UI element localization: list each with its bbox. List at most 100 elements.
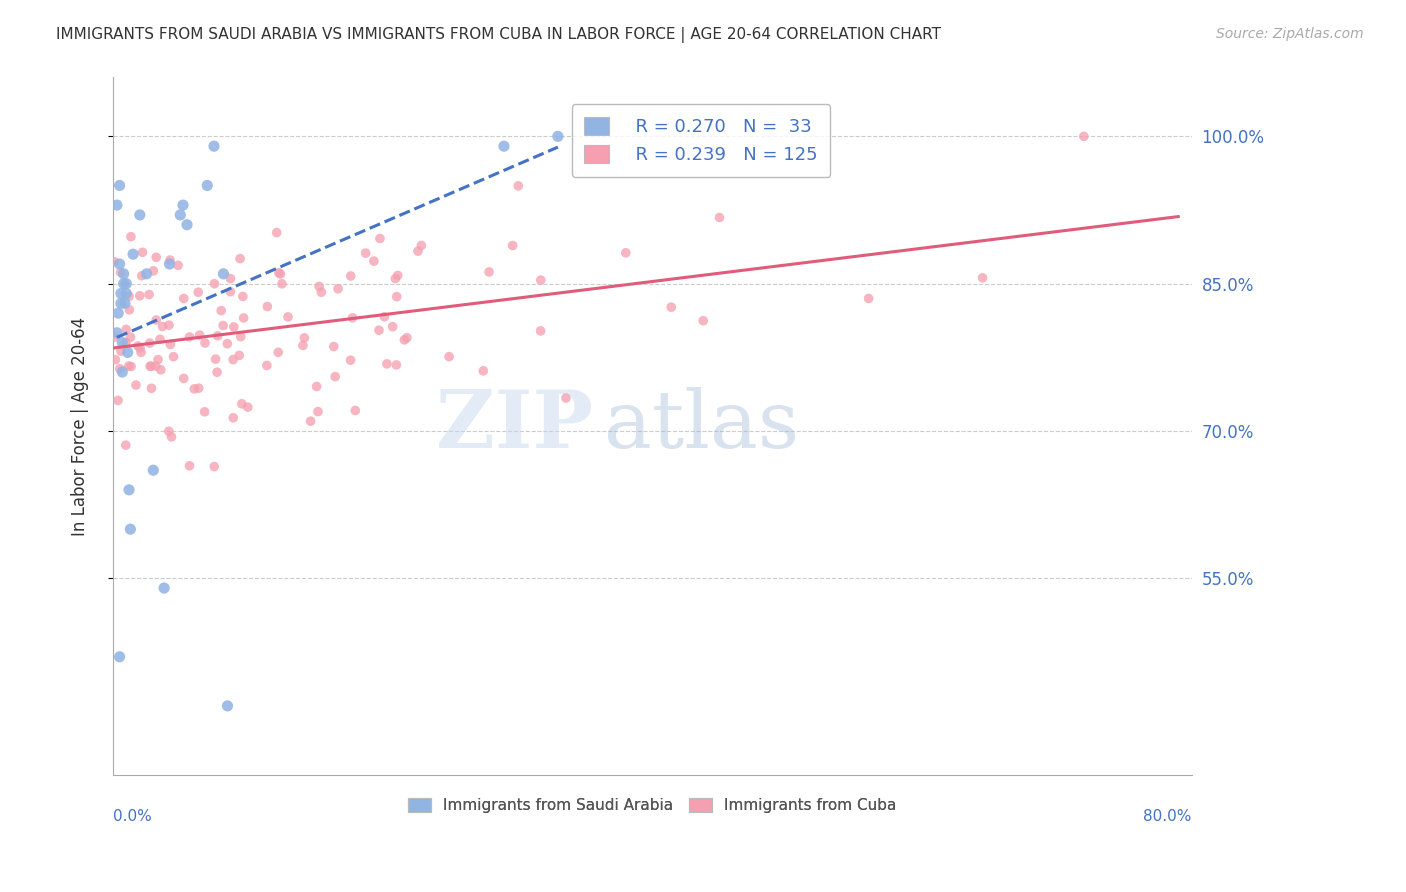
Point — [478, 265, 501, 279]
Point — [104, 352, 127, 367]
Point — [159, 257, 181, 271]
Point — [157, 318, 180, 333]
Point — [138, 287, 160, 301]
Point — [292, 331, 315, 345]
Point — [228, 348, 250, 362]
Point — [110, 265, 132, 279]
Point — [385, 358, 408, 372]
Point — [114, 438, 136, 452]
Point — [131, 268, 153, 283]
Point — [299, 414, 322, 428]
Text: 80.0%: 80.0% — [1143, 809, 1192, 824]
Point — [145, 313, 167, 327]
Point — [472, 364, 495, 378]
Point — [120, 229, 142, 244]
Point — [176, 218, 198, 232]
Point — [508, 178, 530, 193]
Point — [194, 336, 217, 351]
Point — [395, 331, 418, 345]
Y-axis label: In Labor Force | Age 20-64: In Labor Force | Age 20-64 — [72, 317, 89, 535]
Point — [530, 324, 553, 338]
Point — [217, 698, 239, 713]
Point — [363, 254, 385, 268]
Point — [128, 208, 150, 222]
Point — [659, 300, 682, 314]
Point — [555, 391, 578, 405]
Point — [236, 400, 259, 414]
Point — [266, 226, 288, 240]
Point — [139, 359, 162, 373]
Point — [118, 302, 141, 317]
Point — [115, 335, 138, 350]
Point — [307, 404, 329, 418]
Point — [179, 330, 201, 344]
Point — [188, 328, 211, 343]
Point — [183, 382, 205, 396]
Point — [305, 379, 328, 393]
Point — [212, 267, 235, 281]
Point — [112, 277, 135, 291]
Point — [172, 198, 194, 212]
Point — [122, 247, 145, 261]
Point — [209, 303, 232, 318]
Point — [709, 211, 731, 225]
Point — [159, 337, 181, 351]
Point — [169, 208, 191, 222]
Point — [110, 296, 132, 310]
Point — [342, 310, 364, 325]
Point — [115, 277, 138, 291]
Point — [108, 649, 131, 664]
Point — [129, 341, 152, 355]
Point — [212, 318, 235, 333]
Text: atlas: atlas — [603, 387, 799, 465]
Point — [219, 271, 242, 285]
Point — [105, 198, 128, 212]
Point — [159, 253, 181, 268]
Point — [152, 319, 174, 334]
Point — [373, 310, 395, 324]
Point — [530, 273, 553, 287]
Point — [162, 350, 184, 364]
Point — [354, 246, 377, 260]
Point — [194, 405, 217, 419]
Point — [267, 345, 290, 359]
Point — [222, 320, 245, 334]
Point — [385, 290, 408, 304]
Point — [117, 345, 139, 359]
Point — [222, 352, 245, 367]
Point — [112, 267, 135, 281]
Point — [502, 238, 524, 252]
Point — [204, 352, 226, 367]
Point — [267, 266, 290, 280]
Point — [103, 330, 125, 344]
Point — [411, 238, 433, 252]
Point — [231, 397, 253, 411]
Point — [344, 403, 367, 417]
Point — [232, 289, 254, 303]
Point — [207, 329, 229, 343]
Text: Source: ZipAtlas.com: Source: ZipAtlas.com — [1216, 27, 1364, 41]
Point — [135, 267, 157, 281]
Text: IMMIGRANTS FROM SAUDI ARABIA VS IMMIGRANTS FROM CUBA IN LABOR FORCE | AGE 20-64 : IMMIGRANTS FROM SAUDI ARABIA VS IMMIGRAN… — [56, 27, 941, 43]
Point — [118, 483, 141, 497]
Point — [105, 326, 128, 340]
Point — [108, 178, 131, 193]
Point — [160, 430, 183, 444]
Point — [339, 268, 361, 283]
Point — [368, 323, 391, 337]
Point — [394, 333, 416, 347]
Point — [115, 286, 138, 301]
Point — [229, 329, 252, 343]
Point — [120, 359, 142, 374]
Point — [120, 330, 142, 344]
Point — [270, 277, 292, 291]
Point — [108, 361, 131, 376]
Point — [107, 393, 129, 408]
Point — [146, 352, 169, 367]
Point — [972, 270, 994, 285]
Point — [384, 271, 406, 285]
Point — [375, 357, 398, 371]
Point — [118, 359, 141, 373]
Point — [142, 264, 165, 278]
Point — [381, 319, 404, 334]
